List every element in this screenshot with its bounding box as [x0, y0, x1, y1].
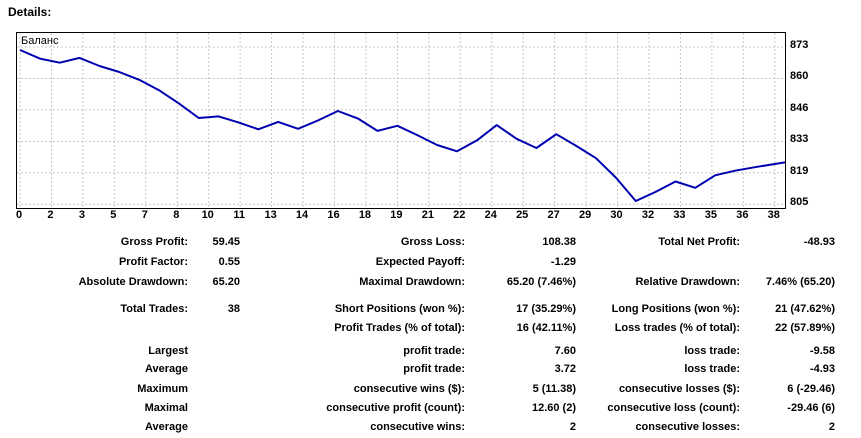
stat-label: profit trade: — [403, 363, 465, 375]
stat-label: Long Positions (won %): — [611, 303, 740, 315]
stat-label: Maximal Drawdown: — [359, 276, 465, 288]
stat-value: 6 (-29.46) — [787, 383, 835, 395]
chart-legend-label: Баланс — [21, 35, 59, 47]
x-tick-label: 25 — [516, 209, 529, 221]
stat-label: loss trade: — [684, 363, 740, 375]
x-tick-label: 0 — [15, 209, 23, 221]
y-tick-label: 805 — [790, 196, 809, 209]
x-tick-label: 24 — [484, 209, 497, 221]
x-tick-label: 32 — [641, 209, 655, 221]
stat-label: consecutive losses: — [635, 421, 740, 433]
stat-label: Gross Loss: — [400, 236, 465, 248]
stat-label: Average — [144, 363, 188, 375]
stat-value: 22 (57.89%) — [775, 322, 835, 334]
y-tick-label: 860 — [790, 70, 809, 83]
stat-label: consecutive loss (count): — [607, 402, 740, 414]
stat-label: Short Positions (won %): — [334, 303, 465, 315]
y-tick-label: 873 — [790, 39, 809, 51]
stat-label: consecutive wins ($): — [353, 383, 465, 395]
stat-label: Average — [144, 421, 188, 433]
x-tick-label: 19 — [390, 209, 403, 221]
stat-label: Gross Profit: — [120, 236, 188, 248]
stat-label: Total Net Profit: — [658, 236, 740, 248]
stat-value: 21 (47.62%) — [775, 303, 835, 315]
x-tick-label: 29 — [578, 209, 592, 221]
stat-value: 0.55 — [218, 256, 240, 268]
stat-label: consecutive losses ($): — [618, 383, 740, 395]
stat-label: loss trade: — [684, 345, 740, 357]
stat-label: Total Trades: — [120, 303, 188, 315]
stat-value: 5 (11.38) — [532, 383, 576, 395]
stat-label: profit trade: — [403, 345, 465, 357]
x-tick-label: 11 — [233, 209, 245, 221]
stat-value: 12.60 (2) — [531, 402, 576, 414]
x-tick-label: 3 — [78, 209, 85, 221]
stat-label: consecutive profit (count): — [326, 402, 465, 414]
stat-value: -4.93 — [809, 363, 835, 375]
x-tick-label: 27 — [547, 209, 560, 221]
stat-value: 65.20 — [212, 276, 240, 288]
y-tick-label: 819 — [790, 164, 809, 177]
y-tick-label: 833 — [790, 133, 809, 146]
x-tick-label: 36 — [736, 209, 749, 221]
stat-label: Maximal — [144, 402, 188, 414]
x-tick-label: 33 — [673, 209, 686, 221]
x-tick-label: 30 — [610, 209, 623, 221]
y-tick-label: 846 — [790, 101, 809, 114]
balance-chart-canvas — [17, 33, 785, 208]
x-tick-label: 5 — [110, 209, 117, 221]
x-tick-label: 2 — [47, 209, 54, 221]
stat-value: -9.58 — [809, 345, 835, 357]
stat-value: -29.46 (6) — [787, 402, 835, 414]
stat-value: 7.46% (65.20) — [765, 276, 835, 288]
stat-value: -1.29 — [550, 256, 576, 268]
stat-label: Largest — [148, 345, 188, 357]
stat-value: 16 (42.11%) — [516, 322, 576, 334]
stat-value: 38 — [227, 303, 240, 315]
section-title: Details: — [8, 5, 52, 19]
stat-label: Profit Factor: — [118, 256, 188, 268]
stat-label: Maximum — [137, 383, 188, 395]
stat-label: Expected Payoff: — [375, 256, 465, 268]
x-tick-label: 8 — [173, 209, 180, 221]
stat-label: Profit Trades (% of total): — [334, 322, 465, 334]
stat-value: -48.93 — [803, 236, 835, 248]
x-tick-label: 38 — [767, 209, 780, 221]
x-tick-label: 21 — [421, 209, 434, 221]
x-tick-label: 13 — [264, 209, 277, 221]
x-tick-label: 10 — [201, 209, 214, 221]
stat-value: 108.38 — [542, 236, 576, 248]
stat-label: Absolute Drawdown: — [78, 276, 188, 288]
balance-chart: Баланс — [16, 32, 786, 209]
stat-value: 3.72 — [554, 363, 576, 375]
stat-value: 59.45 — [212, 236, 240, 248]
x-tick-label: 35 — [704, 209, 718, 221]
stat-label: Relative Drawdown: — [635, 276, 740, 288]
stat-value: 7.60 — [554, 345, 576, 357]
x-tick-label: 16 — [327, 209, 340, 221]
x-tick-label: 7 — [141, 209, 148, 221]
x-tick-label: 14 — [295, 209, 309, 221]
stat-value: 2 — [569, 421, 576, 433]
stat-label: Loss trades (% of total): — [614, 322, 740, 334]
stat-label: consecutive wins: — [370, 421, 465, 433]
stat-value: 17 (35.29%) — [516, 303, 576, 315]
balance-line — [19, 49, 785, 202]
x-tick-label: 18 — [358, 209, 372, 221]
x-tick-label: 22 — [453, 209, 466, 221]
stat-value: 65.20 (7.46%) — [506, 276, 576, 288]
stat-value: 2 — [828, 421, 835, 433]
